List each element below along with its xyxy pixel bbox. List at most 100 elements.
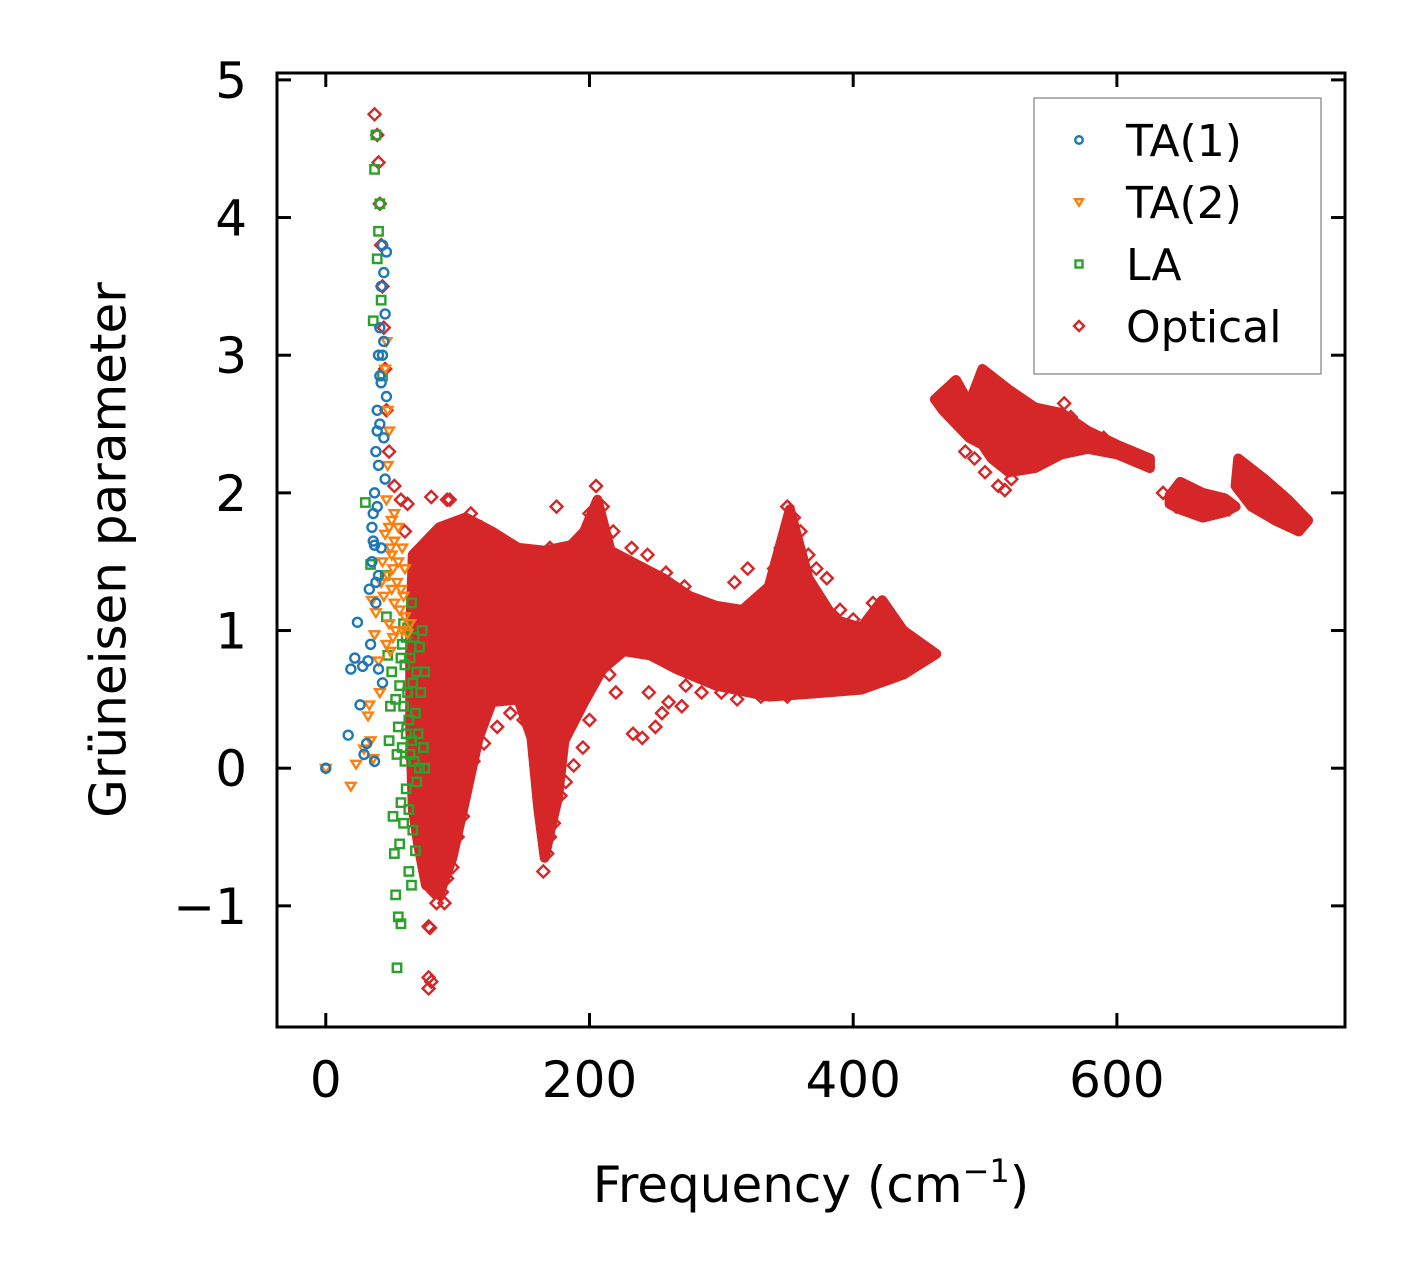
data-point-la xyxy=(403,714,415,726)
data-point-ta-2 xyxy=(384,584,399,597)
data-point-la xyxy=(411,776,423,788)
data-point-optical xyxy=(997,482,1013,498)
data-point-ta-2 xyxy=(387,509,402,521)
data-point-ta-1 xyxy=(345,663,357,675)
data-point-ta-2 xyxy=(400,628,415,641)
data-point-ta-1 xyxy=(375,280,387,293)
data-point-optical xyxy=(439,870,455,887)
legend-label-optical: Optical xyxy=(1126,302,1281,353)
data-point-ta-2 xyxy=(372,687,387,700)
data-point-optical xyxy=(533,767,549,783)
data-point-la xyxy=(394,838,406,850)
data-point-optical xyxy=(779,498,795,515)
data-point-optical xyxy=(581,712,598,728)
data-point-la xyxy=(395,797,407,809)
data-point-optical xyxy=(695,595,711,611)
legend-label-ta-1: TA(1) xyxy=(1125,116,1242,167)
data-point-ta-1 xyxy=(375,542,387,554)
data-point-optical xyxy=(393,492,409,508)
data-point-optical xyxy=(535,863,552,880)
data-point-optical xyxy=(473,519,490,535)
data-point-ta-1 xyxy=(360,737,373,750)
data-point-la xyxy=(403,804,415,815)
data-point-la xyxy=(359,497,371,508)
data-point-optical xyxy=(476,735,492,752)
data-point-ta-2 xyxy=(376,591,391,603)
data-point-la xyxy=(398,817,409,829)
data-point-optical xyxy=(486,540,503,556)
data-point-optical xyxy=(426,884,442,900)
data-point-la xyxy=(392,911,404,923)
data-point-optical xyxy=(575,739,591,756)
data-point-la xyxy=(392,721,404,733)
data-point-optical xyxy=(386,478,403,494)
data-point-optical xyxy=(865,595,881,611)
data-point-la xyxy=(396,742,408,753)
data-point-ta-2 xyxy=(390,577,404,590)
data-point-ta-1 xyxy=(380,390,393,403)
data-point-ta-1 xyxy=(367,535,379,547)
data-point-ta-1 xyxy=(371,425,383,437)
data-point-ta-2 xyxy=(403,619,418,631)
data-point-ta-2 xyxy=(378,364,393,376)
data-point-ta-1 xyxy=(351,616,364,628)
data-point-optical xyxy=(605,523,621,540)
data-point-optical xyxy=(376,319,392,336)
data-point-optical xyxy=(1003,471,1020,487)
data-point-ta-2 xyxy=(380,570,395,583)
data-point-la xyxy=(406,597,417,609)
data-point-la xyxy=(386,666,398,678)
data-point-ta-2 xyxy=(386,564,400,576)
data-point-optical xyxy=(420,980,437,997)
data-point-optical xyxy=(1293,512,1310,529)
data-point-optical xyxy=(726,574,743,591)
data-point-optical xyxy=(625,726,641,742)
data-point-ta-2 xyxy=(367,630,382,642)
data-point-ta-1 xyxy=(372,569,385,582)
data-point-optical xyxy=(1056,395,1072,412)
data-point-la xyxy=(419,666,431,678)
data-point-ta-1 xyxy=(379,473,391,485)
data-point-la xyxy=(394,680,406,691)
data-point-ta-2 xyxy=(349,759,364,771)
data-point-ta-1 xyxy=(372,459,385,472)
data-point-la xyxy=(374,198,386,210)
data-point-optical xyxy=(1155,485,1171,501)
data-point-ta-2 xyxy=(362,700,377,712)
y-tick-label: 0 xyxy=(215,740,247,798)
data-point-ta-2 xyxy=(383,646,398,658)
data-point-optical xyxy=(977,464,993,480)
data-point-optical xyxy=(1036,423,1053,439)
data-point-optical xyxy=(623,540,640,556)
data-point-la xyxy=(419,762,431,774)
data-point-ta-1 xyxy=(366,521,378,533)
data-point-ta-1 xyxy=(375,377,387,389)
data-point-la xyxy=(371,253,383,265)
data-point-optical xyxy=(1241,474,1257,490)
data-point-optical xyxy=(416,859,433,876)
data-point-optical xyxy=(895,625,911,641)
data-point-optical xyxy=(525,551,541,567)
data-point-optical xyxy=(444,859,461,876)
data-point-ta-2 xyxy=(388,626,403,638)
data-point-optical xyxy=(1208,496,1224,512)
data-point-optical xyxy=(660,694,677,710)
data-point-optical xyxy=(800,547,817,563)
data-point-optical xyxy=(465,753,482,770)
data-point-ta-2 xyxy=(363,736,378,748)
data-point-ta-2 xyxy=(391,522,406,535)
data-point-la xyxy=(403,866,415,877)
y-tick-label: 3 xyxy=(215,327,247,385)
data-point-optical xyxy=(439,492,455,508)
data-point-optical xyxy=(455,808,471,825)
data-point-optical xyxy=(772,540,789,556)
data-point-la xyxy=(398,700,409,712)
data-point-optical xyxy=(832,602,848,618)
data-point-la xyxy=(390,693,402,705)
data-point-optical xyxy=(542,829,558,845)
data-point-ta-2 xyxy=(391,557,406,569)
data-point-ta-2 xyxy=(343,781,358,793)
data-point-optical xyxy=(546,815,562,831)
data-point-optical xyxy=(539,845,555,862)
legend-marker-ta-2 xyxy=(1072,198,1086,209)
